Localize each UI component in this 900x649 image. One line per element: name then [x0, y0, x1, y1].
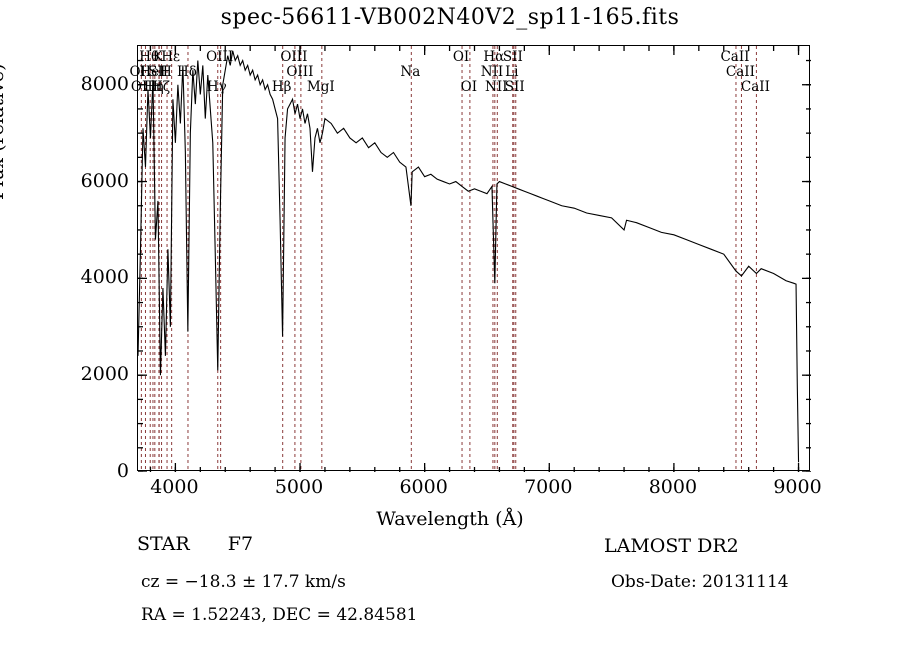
spectral-line-label: H	[160, 64, 172, 80]
y-tick-label: 4000	[80, 266, 129, 289]
spectrum-curve	[138, 50, 800, 463]
spectral-line-label: CaII	[740, 79, 770, 95]
spectral-line-label: CaII	[725, 64, 755, 80]
spectral-line-label: NII	[485, 79, 508, 95]
y-tick-label: 2000	[80, 363, 129, 386]
spectral-line-label: Hα	[483, 49, 505, 65]
spectral-line-label: Hδ	[177, 64, 197, 80]
spectral-line-label: Hγ	[206, 79, 227, 95]
y-tick-label: 6000	[80, 169, 129, 192]
spectral-line-label: NII	[480, 64, 504, 80]
x-tick-label: 6000	[399, 476, 448, 498]
spectral-line-label: MgI	[306, 79, 335, 95]
spectral-line-label: Hε	[161, 49, 181, 65]
plot-frame	[137, 45, 811, 472]
spectral-line-label: Hθ	[139, 49, 160, 65]
spectral-line-label: Hη	[143, 79, 164, 95]
object-type-value: STAR	[137, 533, 190, 555]
spectral-line-label: Li	[505, 64, 519, 80]
object-type-label: STAR F7	[137, 533, 253, 555]
spectral-line-label: OIII	[206, 49, 234, 65]
spectrum-canvas	[138, 46, 811, 472]
x-tick-label: 4000	[150, 476, 199, 498]
spectral-line-label: CaII	[720, 49, 750, 65]
obs-date: Obs-Date: 20131114	[611, 572, 789, 592]
spectral-line-label: SII	[148, 64, 169, 80]
page-title: spec-56611-VB002N40V2_sp11-165.fits	[220, 5, 680, 30]
spectral-line-label: Hζ	[151, 79, 171, 95]
spectral-line-label: HeI	[139, 64, 165, 80]
spectral-line-label: OI	[460, 79, 478, 95]
x-tick-label: 5000	[274, 476, 324, 498]
spectral-line-label: Na	[400, 64, 421, 80]
spectral-line-label: OI	[452, 49, 470, 65]
y-axis-title: Flux (relative)	[0, 63, 8, 201]
x-tick-label: 8000	[648, 476, 698, 498]
redshift-velocity: cz = −18.3 ± 17.7 km/s	[141, 572, 346, 592]
axis-ticks-group	[138, 46, 811, 472]
coordinates: RA = 1.52243, DEC = 42.84581	[141, 605, 418, 625]
spectral-line-label: OIII	[280, 49, 308, 65]
spectral-line-label: Hβ	[271, 79, 292, 95]
y-tick-label: 8000	[80, 72, 129, 95]
spectral-line-label: SII	[504, 79, 525, 95]
line-marker-group	[140, 46, 757, 472]
spectral-class-value: F7	[227, 533, 254, 555]
y-tick-label: 0	[116, 460, 129, 482]
x-tick-label: 7000	[524, 476, 573, 498]
spectral-line-label: OIII	[286, 64, 314, 80]
spectral-line-label: K	[152, 49, 163, 65]
survey-label: LAMOST DR2	[604, 535, 739, 557]
x-tick-label: 9000	[773, 476, 822, 498]
x-axis-title: Wavelength (Å)	[376, 508, 524, 530]
spectral-line-label: SII	[502, 49, 523, 65]
spectral-line-label: OII	[129, 64, 152, 80]
spectral-line-label: OIII	[130, 79, 159, 95]
